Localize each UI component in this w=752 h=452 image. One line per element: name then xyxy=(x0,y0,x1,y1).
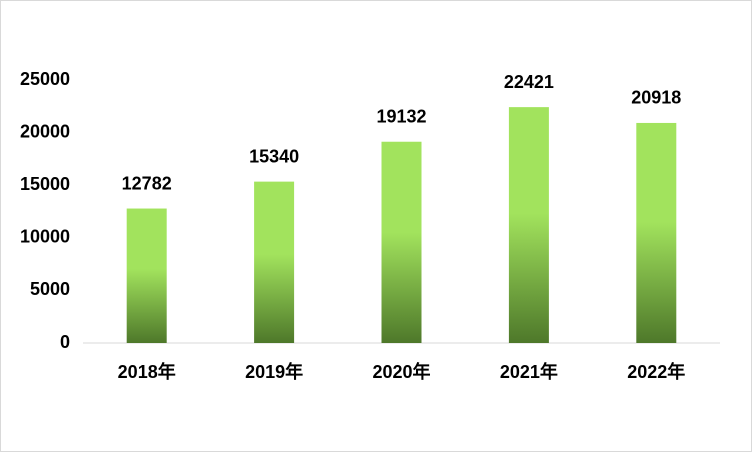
y-tick-label: 25000 xyxy=(20,69,70,89)
bar xyxy=(126,208,167,343)
x-tick-label: 2022年 xyxy=(627,361,685,382)
y-tick-label: 15000 xyxy=(20,174,70,194)
x-tick-label: 2021年 xyxy=(500,361,558,382)
value-label: 22421 xyxy=(504,72,554,92)
bar xyxy=(381,141,422,343)
x-tick-label: 2018年 xyxy=(118,361,176,382)
y-tick-label: 10000 xyxy=(20,227,70,247)
x-tick-label: 2020年 xyxy=(372,361,430,382)
bar xyxy=(254,181,295,343)
value-label: 12782 xyxy=(122,173,172,193)
x-tick-label: 2019年 xyxy=(245,361,303,382)
value-label: 19132 xyxy=(376,106,426,126)
y-tick-label: 0 xyxy=(60,332,70,352)
bar xyxy=(636,122,677,343)
y-tick-label: 20000 xyxy=(20,121,70,141)
y-tick-label: 5000 xyxy=(30,279,70,299)
value-label: 20918 xyxy=(631,88,681,108)
value-label: 15340 xyxy=(249,146,299,166)
bar xyxy=(508,107,549,344)
